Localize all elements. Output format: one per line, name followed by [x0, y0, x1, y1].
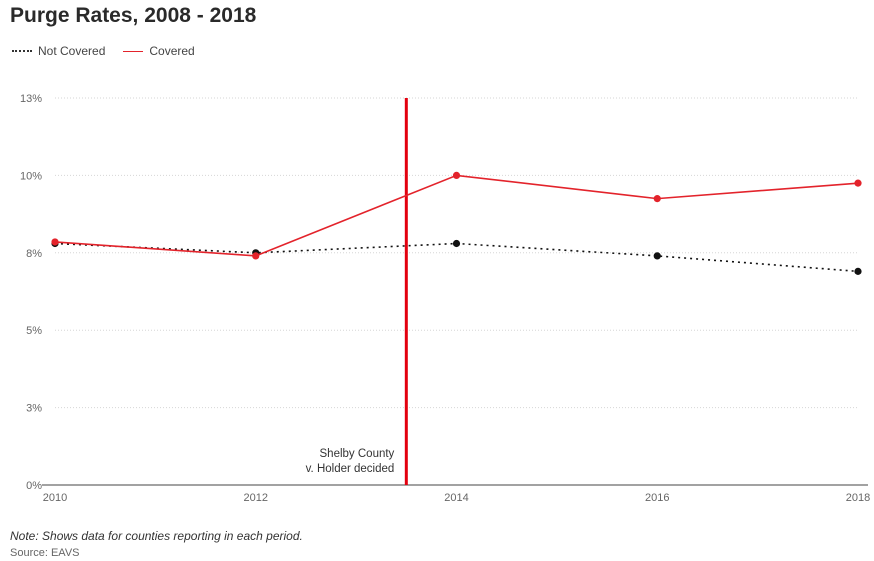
- y-tick-label: 8%: [26, 248, 42, 260]
- y-tick-label: 0%: [26, 480, 42, 492]
- annotation-label: v. Holder decided: [306, 463, 395, 475]
- data-point-not-covered: [452, 239, 461, 248]
- data-point-covered: [252, 252, 260, 260]
- legend-swatch-not-covered: [12, 50, 32, 52]
- legend-swatch-covered: [123, 50, 144, 52]
- data-point-covered: [452, 171, 461, 179]
- legend-label-covered: Covered: [149, 44, 195, 58]
- x-tick-label: 2014: [444, 492, 468, 504]
- y-tick-label: 5%: [26, 325, 42, 337]
- chart-note: Note: Shows data for counties reporting …: [10, 529, 303, 543]
- chart-title: Purge Rates, 2008 - 2018: [10, 4, 257, 27]
- legend: Not Covered Covered: [12, 44, 195, 58]
- x-tick-label: 2010: [43, 492, 67, 504]
- y-tick-label: 3%: [26, 403, 42, 415]
- y-tick-label: 13%: [20, 93, 42, 105]
- legend-item-covered: Covered: [123, 44, 195, 58]
- x-tick-label: 2012: [244, 492, 268, 504]
- x-tick-label: 2016: [645, 492, 669, 504]
- data-point-not-covered: [653, 252, 661, 260]
- annotation-label: Shelby County: [320, 448, 395, 460]
- data-point-covered: [51, 238, 59, 246]
- data-point-covered: [854, 179, 862, 187]
- data-point-not-covered: [854, 267, 862, 275]
- legend-label-not-covered: Not Covered: [38, 44, 106, 58]
- y-tick-label: 10%: [20, 170, 42, 182]
- legend-item-not-covered: Not Covered: [12, 44, 105, 58]
- data-point-covered: [653, 195, 661, 203]
- x-tick-label: 2018: [846, 492, 870, 504]
- chart-source: Source: EAVS: [10, 547, 80, 559]
- series-line-not-covered: [54, 242, 859, 273]
